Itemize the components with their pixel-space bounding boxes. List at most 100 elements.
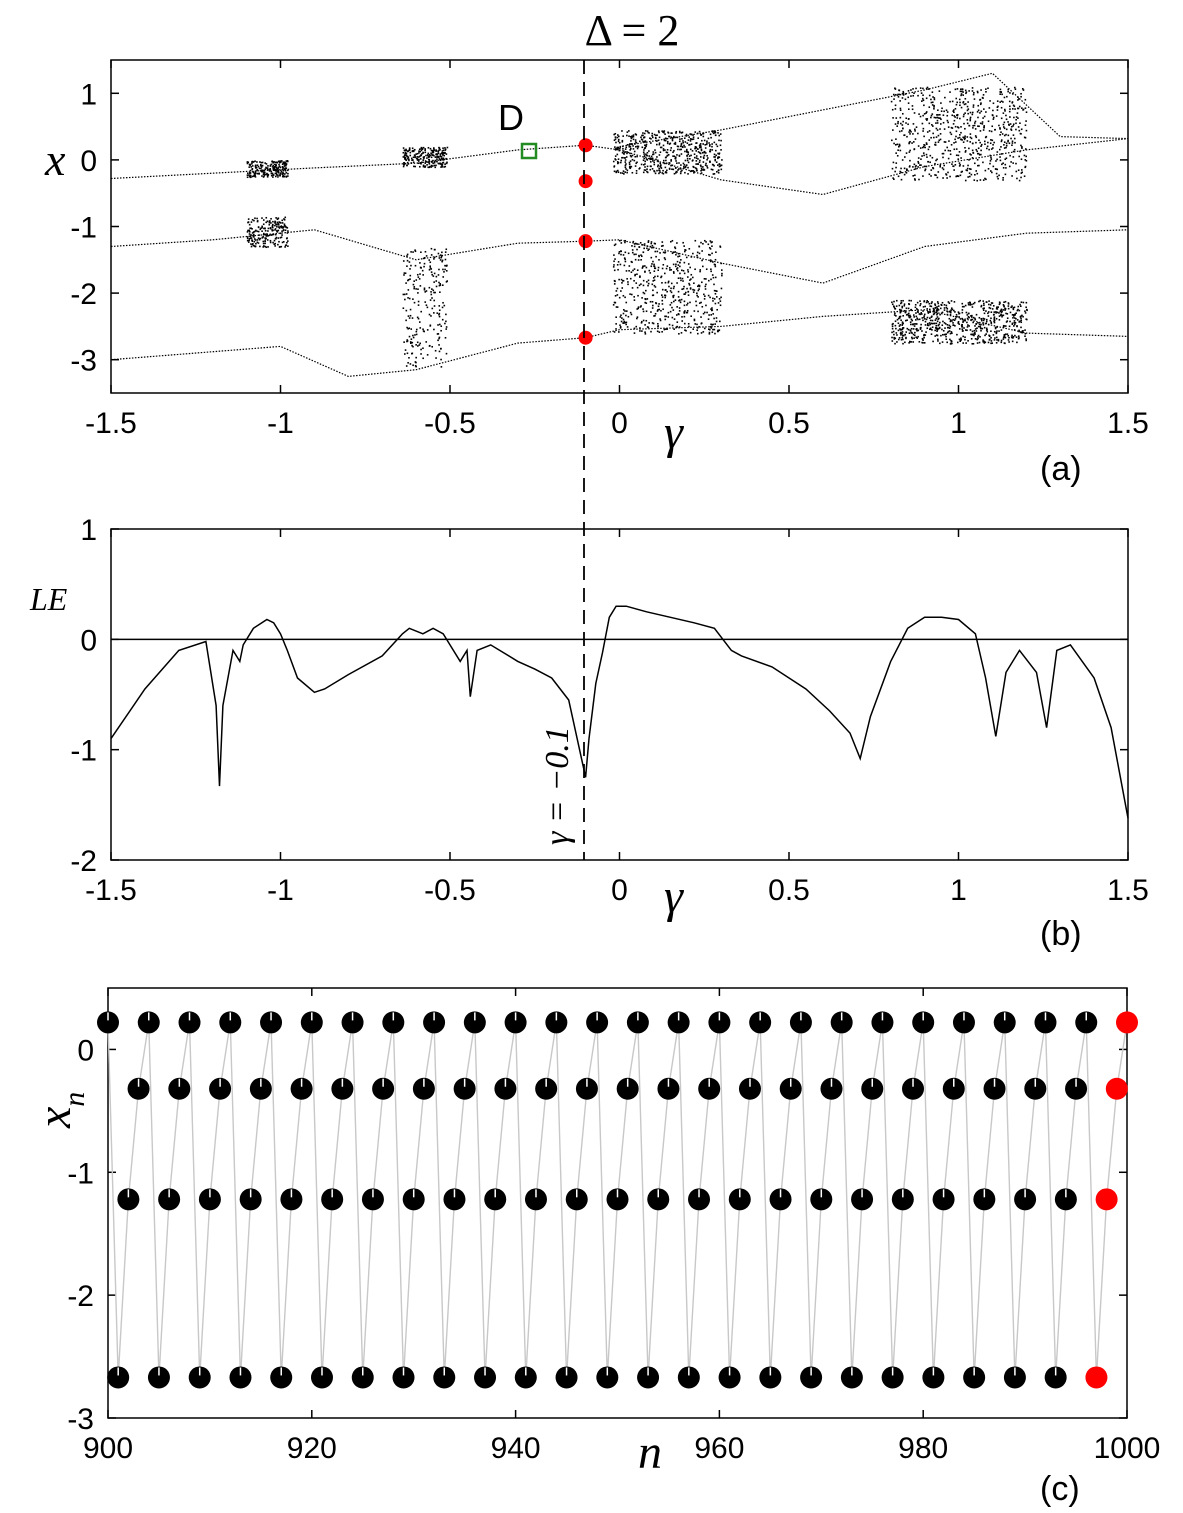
- chaos-dot: [276, 226, 278, 228]
- chaos-dot: [985, 301, 988, 303]
- chaos-dot: [959, 174, 962, 177]
- black-point: [463, 1011, 486, 1034]
- black-point: [963, 1366, 986, 1389]
- chaos-dot: [417, 345, 419, 347]
- chaos-dot: [928, 302, 931, 305]
- chaos-dot: [911, 337, 914, 340]
- chaos-dot: [702, 265, 704, 268]
- chaos-dot: [962, 342, 965, 344]
- chaos-dot: [908, 332, 911, 335]
- chaos-dot: [701, 259, 703, 262]
- chaos-dot: [632, 135, 635, 138]
- chaos-dot: [624, 310, 626, 312]
- chaos-dot: [686, 157, 689, 160]
- chaos-dot: [995, 312, 997, 314]
- chaos-dot: [942, 114, 945, 117]
- chaos-dot: [699, 143, 702, 145]
- chaos-dot: [679, 148, 681, 151]
- chaos-dot: [680, 153, 683, 155]
- chaos-dot: [916, 301, 919, 304]
- chaos-dot: [992, 314, 995, 316]
- chaos-dot: [698, 252, 701, 255]
- chaos-dot: [646, 281, 648, 283]
- chaos-dot: [438, 158, 441, 160]
- chaos-dot: [274, 245, 276, 247]
- chaos-dot: [671, 132, 673, 134]
- chaos-dot: [281, 226, 284, 229]
- chaos-dot: [891, 167, 894, 170]
- chaos-dot: [680, 259, 682, 261]
- chaos-dot: [709, 254, 711, 256]
- chaos-dot: [980, 305, 982, 308]
- chaos-dot: [946, 177, 948, 179]
- chaos-dot: [985, 320, 988, 323]
- chaos-dot: [430, 156, 433, 159]
- chaos-dot: [933, 107, 935, 110]
- chaos-dot: [931, 91, 934, 94]
- chaos-dot: [271, 160, 274, 163]
- red-cycle-point: [578, 138, 593, 153]
- chaos-dot: [971, 342, 974, 345]
- chaos-dot: [712, 276, 715, 279]
- chaos-dot: [446, 264, 448, 267]
- chaos-dot: [983, 318, 986, 320]
- chaos-dot: [930, 114, 933, 117]
- chaos-dot: [939, 113, 941, 116]
- chaos-dot: [617, 134, 619, 136]
- chaos-dot: [953, 142, 955, 144]
- chaos-dot: [437, 333, 440, 335]
- chaos-dot: [658, 169, 660, 172]
- chaos-dot: [654, 172, 657, 175]
- chaos-dot: [694, 147, 697, 150]
- chaos-dot: [440, 157, 443, 160]
- chaos-dot: [955, 154, 958, 157]
- chaos-dot: [653, 263, 655, 266]
- chaos-dot: [928, 322, 931, 324]
- chaos-dot: [439, 162, 441, 165]
- chaos-dot: [946, 111, 949, 113]
- chaos-dot: [908, 342, 910, 344]
- chaos-dot: [992, 102, 995, 105]
- chaos-dot: [939, 342, 941, 345]
- black-point: [708, 1011, 731, 1034]
- chaos-dot: [955, 313, 958, 316]
- chaos-dot: [1001, 314, 1004, 317]
- chaos-dot: [929, 327, 932, 330]
- chaos-dot: [687, 263, 690, 265]
- chaos-dot: [1003, 144, 1005, 146]
- chaos-dot: [949, 343, 952, 345]
- black-point: [840, 1366, 863, 1389]
- chaos-dot: [941, 328, 943, 331]
- chaos-dot: [261, 225, 263, 228]
- chaos-dot: [617, 148, 619, 151]
- chaos-dot: [275, 237, 277, 240]
- chaos-dot: [905, 122, 907, 124]
- chaos-dot: [640, 136, 642, 139]
- chaos-dot: [993, 141, 995, 144]
- chaos-dot: [975, 148, 978, 151]
- chaos-dot: [633, 332, 636, 334]
- chaos-dot: [910, 327, 913, 330]
- chaos-dot: [664, 296, 666, 299]
- chaos-dot: [920, 92, 923, 94]
- chaos-dot: [261, 226, 263, 229]
- chaos-dot: [282, 174, 284, 177]
- connector-line: [718, 1022, 731, 1378]
- chaos-dot: [425, 290, 428, 292]
- chaos-dot: [279, 232, 282, 235]
- black-point: [178, 1011, 201, 1034]
- chaos-dot: [952, 318, 954, 321]
- chaos-dot: [967, 303, 970, 306]
- chaos-dot: [265, 167, 268, 169]
- chaos-dot: [985, 178, 987, 181]
- chaos-dot: [407, 289, 410, 291]
- chaos-dot: [980, 102, 982, 104]
- chaos-dot: [644, 130, 647, 132]
- chaos-dot: [434, 156, 437, 158]
- chaos-dot: [670, 287, 672, 290]
- chaos-dot: [427, 154, 429, 157]
- black-point: [249, 1077, 272, 1100]
- chaos-dot: [634, 274, 636, 277]
- connector-line: [1044, 1022, 1057, 1378]
- chaos-dot: [419, 262, 421, 264]
